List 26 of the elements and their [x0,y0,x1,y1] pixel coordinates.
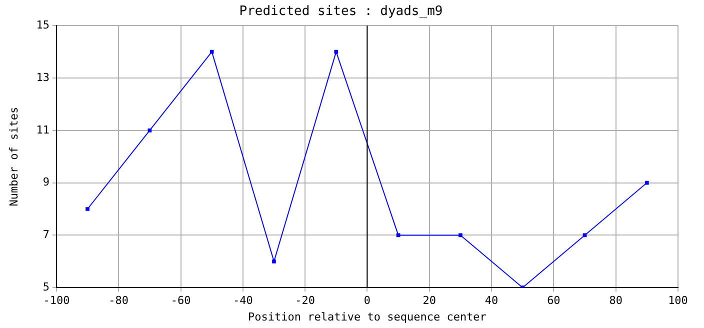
point [272,259,276,264]
x-tick-label: 60 [547,294,560,308]
y-axis-title: Number of sites [7,106,20,206]
y-tick-label: 7 [42,228,50,242]
x-tick-label: 80 [609,294,622,308]
y-tick-label: 15 [36,18,50,32]
x-tick-label: -60 [170,294,191,308]
y-tick-label: 13 [36,70,50,84]
point [458,233,462,238]
x-tick-label: -80 [108,294,129,308]
x-tick-label: 20 [422,294,436,308]
x-tick-label: -20 [295,294,316,308]
point [334,50,338,54]
point [148,128,152,132]
y-tick-label: 9 [42,176,50,189]
x-tick-label: 0 [364,294,371,308]
x-tick-label: 40 [484,294,498,308]
x-tick-label: -40 [232,294,253,308]
y-tick-label: 5 [42,280,50,294]
x-axis-title: Position relative to sequence center [248,310,487,324]
point [86,207,90,211]
x-tick-label: -100 [43,294,70,308]
chart-title: Predicted sites : dyads_m9 [239,4,443,20]
x-tick-label: 100 [668,294,688,308]
y-tick-label: 11 [36,123,50,136]
point [645,180,649,185]
